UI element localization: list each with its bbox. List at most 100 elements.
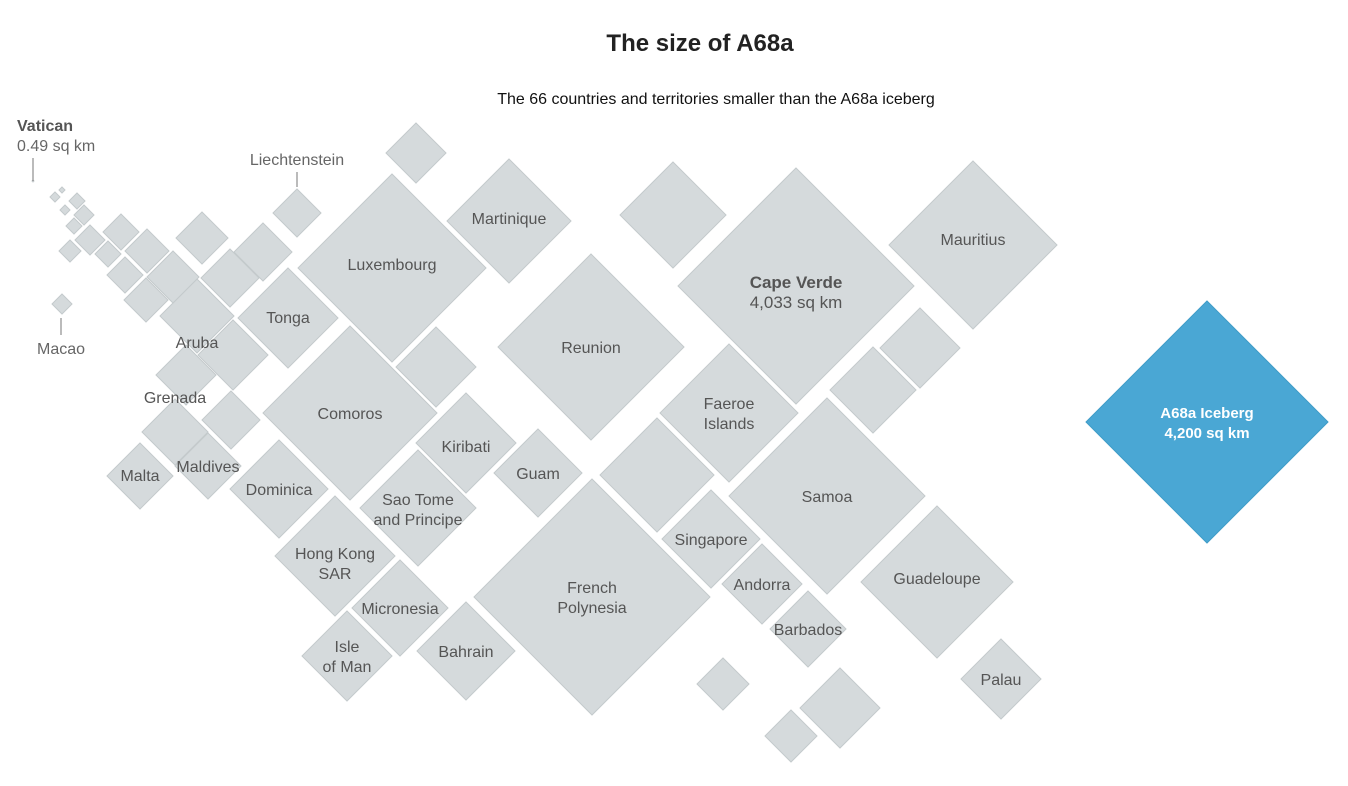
faeroe-islands-tile	[659, 343, 799, 483]
iceberg-label-line-2: 4,200 sq km	[1164, 425, 1249, 442]
samoa-tile	[728, 397, 926, 595]
reunion-label-line-1: Reunion	[561, 340, 621, 357]
andorra-tile	[721, 543, 803, 625]
dominica-tile	[229, 439, 329, 539]
micronesia-label-line-1: Micronesia	[361, 601, 438, 618]
singapore-tile	[661, 489, 761, 589]
sao-tome-and-principe-label-line-2: and Principe	[374, 512, 463, 529]
unlabeled-tile	[764, 709, 818, 763]
unlabeled-tile	[696, 657, 750, 711]
cape-verde-label-line-2: 4,033 sq km	[750, 293, 843, 312]
page-title: The size of A68a	[606, 30, 794, 57]
unlabeled-tile	[58, 186, 66, 194]
isle-of-man-label-line-1: Isle	[335, 639, 360, 656]
sao-tome-and-principe-tile	[359, 449, 477, 567]
tonga-label-line-1: Tonga	[266, 310, 310, 327]
isle-of-man-label-line-2: of Man	[323, 659, 372, 676]
kiribati-label-line-1: Kiribati	[442, 439, 491, 456]
unlabeled-tile	[385, 122, 447, 184]
hong-kong-sar-label-line-1: Hong Kong	[295, 546, 375, 563]
unlabeled-tile	[619, 161, 727, 269]
comoros-tile	[262, 325, 438, 501]
tonga-tile	[237, 267, 339, 369]
aruba-label-line-1: Aruba	[176, 335, 219, 352]
unlabeled-tile	[200, 248, 260, 308]
unlabeled-tile	[74, 224, 106, 256]
unlabeled-tile	[106, 256, 144, 294]
mauritius-tile	[888, 160, 1058, 330]
french-polynesia-label-line-1: French	[567, 580, 617, 597]
vatican-name-annotation: Vatican	[17, 118, 73, 135]
french-polynesia-label-line-2: Polynesia	[557, 600, 626, 617]
sao-tome-and-principe-label-line-1: Sao Tome	[382, 492, 454, 509]
unlabeled-tile	[94, 240, 122, 268]
unlabeled-tile	[124, 228, 170, 274]
unlabeled-tile	[58, 239, 82, 263]
unlabeled-tile	[879, 307, 961, 389]
barbados-label-line-1: Barbados	[774, 622, 843, 639]
isle-of-man-tile	[301, 610, 393, 702]
guam-label-line-1: Guam	[516, 466, 560, 483]
cape-verde-tile	[677, 167, 915, 405]
unlabeled-tile	[65, 217, 83, 235]
barbados-tile	[769, 590, 847, 668]
palau-tile	[960, 638, 1042, 720]
iceberg-label-line-1: A68a Iceberg	[1160, 405, 1253, 422]
unlabeled-tile	[73, 204, 95, 226]
mauritius-label-line-1: Mauritius	[941, 232, 1006, 249]
page-subtitle: The 66 countries and territories smaller…	[497, 91, 935, 108]
guam-tile	[493, 428, 583, 518]
unlabeled-tile	[155, 344, 217, 406]
malta-tile	[106, 442, 174, 510]
macao-annotation: Macao	[37, 341, 85, 358]
tiles-layer	[31, 122, 1329, 763]
unlabeled-tile	[197, 319, 269, 391]
annotations: Vatican 0.49 sq km Liechtenstein Macao	[17, 118, 344, 358]
hong-kong-sar-tile	[274, 495, 396, 617]
hong-kong-sar-label-line-2: SAR	[319, 566, 352, 583]
unlabeled-tile	[49, 191, 61, 203]
malta-label-line-1: Malta	[120, 468, 159, 485]
faeroe-islands-label-line-2: Islands	[704, 416, 755, 433]
martinique-label-line-1: Martinique	[472, 211, 547, 228]
bahrain-label-line-1: Bahrain	[438, 644, 493, 661]
guadeloupe-tile	[860, 505, 1014, 659]
unlabeled-tile	[51, 293, 73, 315]
dominica-label-line-1: Dominica	[246, 482, 313, 499]
iceberg-tile	[1085, 300, 1329, 544]
unlabeled-tile	[272, 188, 322, 238]
unlabeled-tile	[146, 250, 200, 304]
vatican-area-annotation: 0.49 sq km	[17, 138, 95, 155]
grenada-tile	[141, 398, 209, 466]
micronesia-tile	[351, 559, 449, 657]
andorra-label-line-1: Andorra	[734, 577, 791, 594]
comoros-label-line-1: Comoros	[318, 406, 383, 423]
french-polynesia-tile	[473, 478, 711, 716]
unlabeled-tile	[233, 222, 293, 282]
kiribati-tile	[415, 392, 517, 494]
maldives-label-line-1: Maldives	[176, 459, 239, 476]
samoa-label-line-1: Samoa	[802, 489, 853, 506]
singapore-label-line-1: Singapore	[675, 532, 748, 549]
guadeloupe-label-line-1: Guadeloupe	[893, 571, 980, 588]
unlabeled-tile	[59, 204, 71, 216]
faeroe-islands-label-line-1: Faeroe	[704, 396, 755, 413]
palau-label-line-1: Palau	[981, 672, 1022, 689]
unlabeled-tile	[829, 346, 917, 434]
bahrain-tile	[416, 601, 516, 701]
maldives-tile	[174, 432, 242, 500]
grenada-label-line-1: Grenada	[144, 390, 206, 407]
unlabeled-tile	[175, 211, 229, 265]
unlabeled-tile	[201, 390, 261, 450]
luxembourg-tile	[297, 173, 487, 363]
reunion-tile	[497, 253, 685, 441]
martinique-tile	[446, 158, 572, 284]
cape-verde-label-line-1: Cape Verde	[750, 273, 843, 292]
unlabeled-tile	[799, 667, 881, 749]
unlabeled-tile	[599, 417, 715, 533]
unlabeled-tile	[102, 213, 140, 251]
unlabeled-tile	[395, 326, 477, 408]
unlabeled-tile	[123, 277, 169, 323]
